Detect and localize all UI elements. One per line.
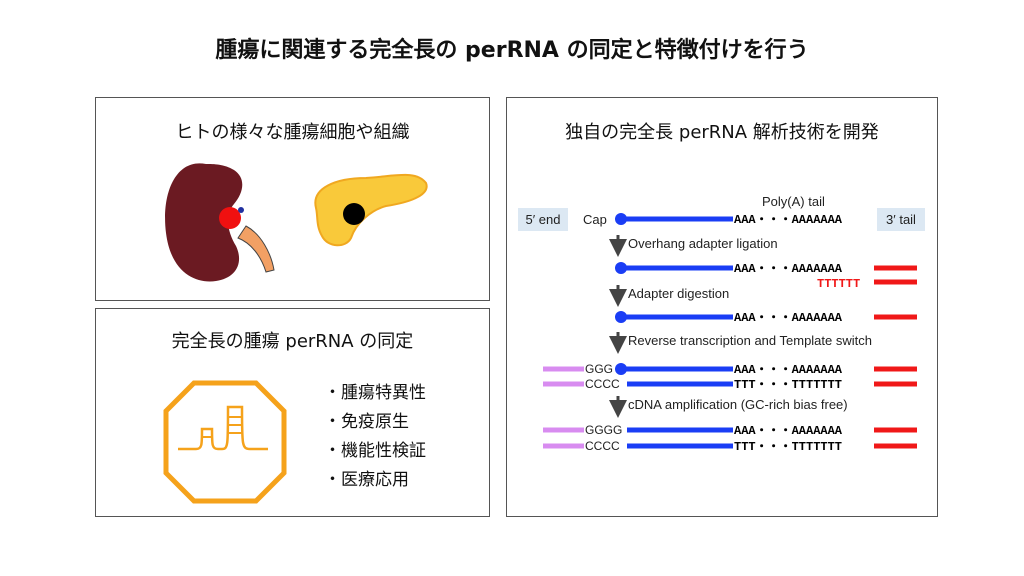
five-end-label-bg xyxy=(518,208,568,231)
rna-strand xyxy=(621,216,733,222)
five-end-label: 5′ end xyxy=(526,212,561,227)
step-label: cDNA amplification (GC-rich bias free) xyxy=(628,397,848,412)
cdna-strand xyxy=(627,381,733,387)
feature-item: ・腫瘍特異性 xyxy=(324,383,426,403)
primer-strand xyxy=(543,443,584,449)
polyt-seq: TTT・・・TTTTTTT xyxy=(734,378,842,392)
adapter-strand xyxy=(874,279,917,285)
feature-item: ・医療応用 xyxy=(324,470,409,490)
adapter-t-seq: TTTTTT xyxy=(817,277,860,291)
three-tail-label: 3′ tail xyxy=(886,212,916,227)
primer-strand xyxy=(543,381,584,387)
kidney-illustration xyxy=(165,163,275,282)
step-label: Reverse transcription and Template switc… xyxy=(628,333,872,348)
cccc-seq: CCCC xyxy=(585,439,620,453)
polya-seq: AAA・・・AAAAAAA xyxy=(734,311,843,325)
primer-strand xyxy=(543,366,584,372)
panel-identification-title: 完全長の腫瘍 perRNA の同定 xyxy=(171,331,414,352)
adapter-strand xyxy=(874,427,917,433)
page-title: 腫瘍に関連する完全長の perRNA の同定と特徴付けを行う xyxy=(215,38,809,63)
panel-tissues: ヒトの様々な腫瘍細胞や組織 xyxy=(95,97,490,301)
three-tail-label-bg xyxy=(877,208,925,231)
ggg-seq: GGG xyxy=(585,362,613,376)
adapter-strand xyxy=(874,265,917,271)
perrna-octagon-icon xyxy=(163,380,287,504)
adapter-strand xyxy=(874,314,917,320)
polya-seq: AAA・・・AAAAAAA xyxy=(734,424,843,438)
polya-seq: AAA・・・AAAAAAA xyxy=(734,262,843,276)
polyt-seq: TTT・・・TTTTTTT xyxy=(734,440,842,454)
step-label: Adapter digestion xyxy=(628,286,729,301)
step-label: Overhang adapter ligation xyxy=(628,236,778,251)
adapter-strand xyxy=(874,366,917,372)
gggg-seq: GGGG xyxy=(585,423,622,437)
primer-strand xyxy=(543,427,584,433)
adapter-strand xyxy=(874,381,917,387)
pancreas-illustration xyxy=(314,173,428,247)
feature-list: ・腫瘍特異性 ・免疫原生 ・機能性検証 ・医療応用 xyxy=(324,379,426,495)
rna-strand xyxy=(621,265,733,271)
panel-tissues-title: ヒトの様々な腫瘍細胞や組織 xyxy=(175,122,410,143)
cdna-strand xyxy=(627,427,733,433)
panel-method-title: 独自の完全長 perRNA 解析技術を開発 xyxy=(565,122,879,143)
rna-strand xyxy=(621,366,733,372)
polya-seq: AAA・・・AAAAAAA xyxy=(734,363,843,377)
polya-seq: AAA・・・AAAAAAA xyxy=(734,213,843,227)
cdna-strand xyxy=(627,443,733,449)
adapter-strand xyxy=(874,443,917,449)
rna-strand xyxy=(621,314,733,320)
panel-identification: 完全長の腫瘍 perRNA の同定 ・腫瘍特異性 ・免疫原生 ・機能性検証 ・医… xyxy=(95,308,490,517)
feature-item: ・機能性検証 xyxy=(324,441,426,461)
organ-illustrations xyxy=(165,163,428,282)
feature-item: ・免疫原生 xyxy=(324,412,409,432)
cccc-seq: CCCC xyxy=(585,377,620,391)
polya-label: Poly(A) tail xyxy=(762,194,825,209)
cap-label: Cap xyxy=(583,212,607,227)
